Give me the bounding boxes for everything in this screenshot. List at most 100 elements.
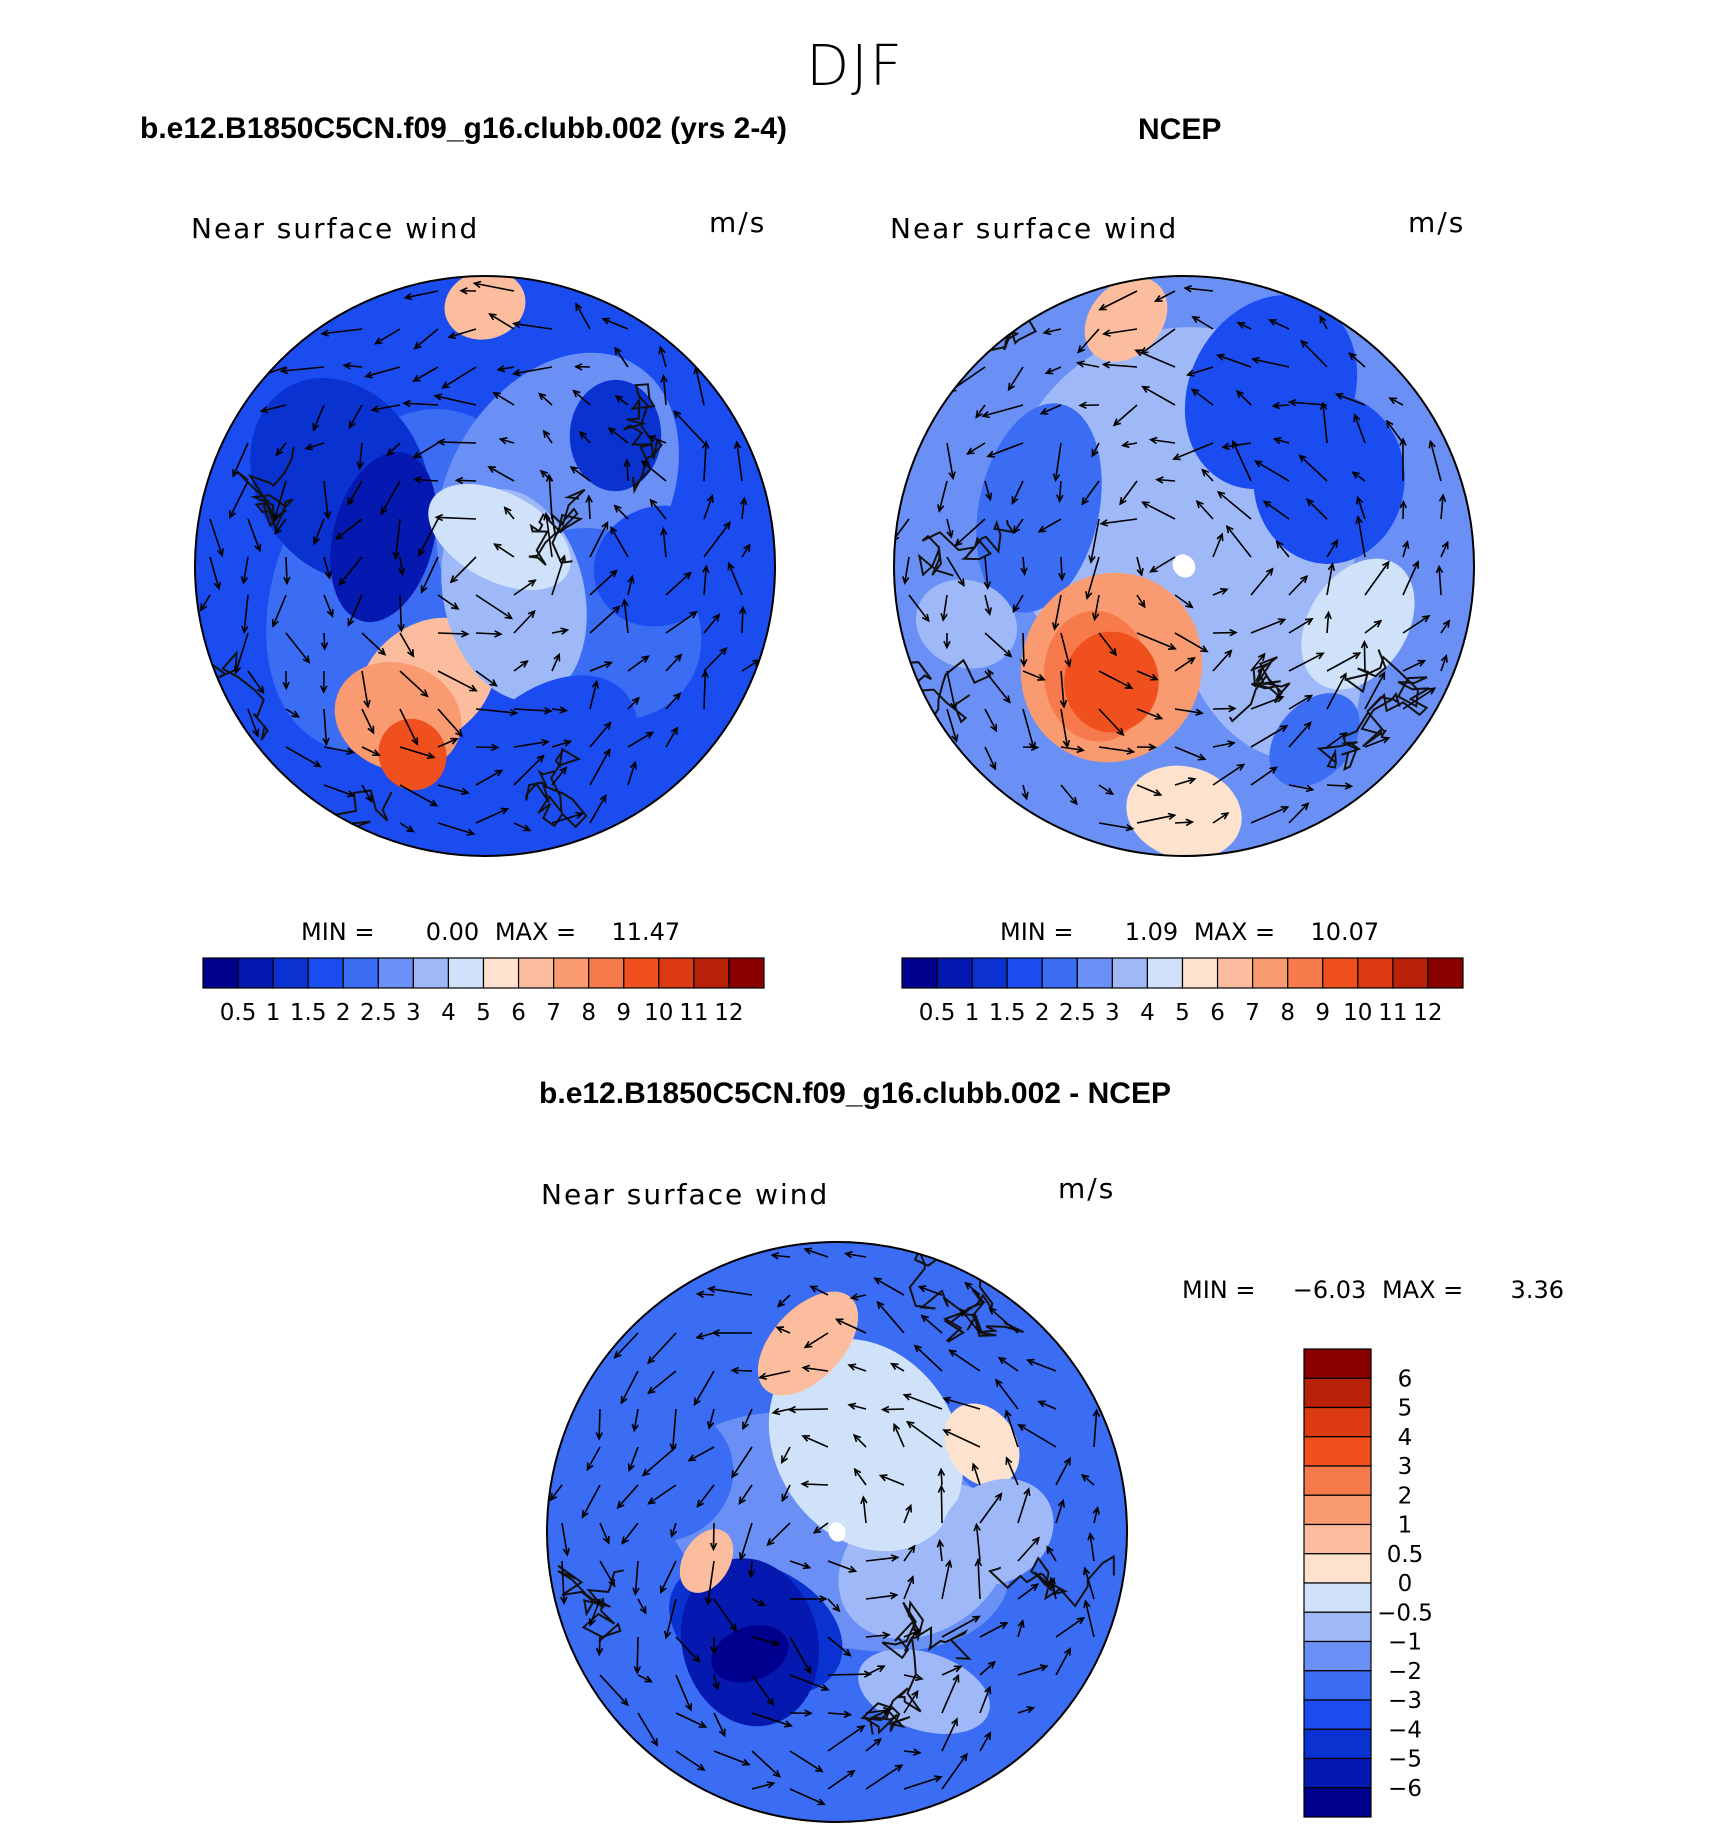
panel-2-minmax: MIN = 1.09 MAX = 10.07 (1000, 918, 1379, 946)
wind-vector (1212, 588, 1228, 596)
map-2-wind-vectors (894, 284, 1451, 832)
panel-3-minmax: MIN = −6.03 MAX = 3.36 (1182, 1276, 1564, 1304)
wind-vector-head (876, 1300, 885, 1310)
wind-vector (573, 390, 591, 406)
wind-vector-head (693, 1397, 701, 1407)
wind-vector-head (1011, 496, 1019, 505)
wind-vector (589, 1598, 601, 1626)
map-1-coastline (525, 747, 588, 829)
wind-vector-head (601, 317, 611, 325)
wind-vector-head (402, 399, 411, 408)
wind-vector (232, 442, 249, 477)
wind-vector-head (498, 437, 508, 445)
wind-vector (984, 556, 989, 589)
wind-vector (347, 480, 363, 505)
panel-3-max-value: 3.36 (1510, 1276, 1564, 1304)
wind-vector (1288, 618, 1313, 634)
wind-vector-head (873, 1277, 882, 1285)
wind-vector (338, 556, 363, 586)
wind-vector (399, 632, 414, 657)
wind-vector (581, 1484, 601, 1518)
wind-vector (1136, 632, 1176, 650)
wind-vector-head (1092, 1505, 1100, 1515)
wind-vector-head (365, 794, 373, 803)
wind-vector (399, 708, 418, 745)
wind-vector (946, 442, 954, 479)
wind-vector-head (1421, 614, 1431, 623)
wind-vector (614, 505, 629, 520)
wind-vector-head (1360, 639, 1369, 649)
wind-vector (1306, 498, 1328, 520)
wind-vector (275, 442, 287, 456)
wind-vector-head (873, 1738, 883, 1746)
wind-vector (1349, 352, 1366, 368)
wind-vector-head (436, 438, 446, 446)
wind-vector-head (407, 649, 415, 658)
colorbar-swatch (1303, 1494, 1372, 1526)
wind-vector (865, 1738, 882, 1752)
wind-vector-head (1183, 284, 1192, 293)
wind-vector-head (1201, 468, 1210, 477)
wind-vector (736, 442, 743, 482)
wind-vector (1084, 1568, 1095, 1600)
wind-vector (1263, 500, 1290, 520)
wind-vector (589, 681, 598, 710)
wind-vector-head (1044, 367, 1054, 375)
wind-vector-head (894, 1764, 904, 1772)
wind-vector-head (1402, 540, 1410, 549)
wind-vector-head (719, 646, 728, 656)
wind-vector (450, 556, 477, 583)
wind-vector (1098, 746, 1134, 753)
wind-vector-head (1148, 436, 1158, 445)
wind-vector (903, 1545, 916, 1562)
wind-vector-head (199, 603, 208, 612)
wind-vector-head (660, 526, 668, 536)
wind-vector (513, 579, 536, 596)
wind-vector-head (1153, 789, 1163, 797)
wind-vector (598, 1636, 601, 1655)
wind-vector-head (698, 1721, 708, 1728)
wind-vector (322, 328, 363, 335)
wind-vector-head (1082, 1566, 1091, 1576)
wind-vector (448, 328, 477, 338)
wind-vector-head (893, 1422, 901, 1432)
wind-vector-head (563, 739, 573, 747)
wind-vector (570, 466, 591, 482)
wind-vector-head (1427, 687, 1437, 695)
wind-vector (437, 708, 463, 737)
wind-vector-head (1287, 398, 1297, 407)
wind-vector-head (1228, 704, 1237, 713)
wind-vector (751, 1712, 792, 1727)
wind-vector-head (738, 1552, 747, 1561)
colorbar-tick-label: −6 (1388, 1776, 1422, 1802)
wind-vector-head (948, 1349, 957, 1357)
wind-vector-head (1105, 787, 1115, 796)
wind-vector-head (1351, 471, 1360, 479)
wind-vector-head (560, 1596, 568, 1606)
wind-vector (1212, 533, 1223, 558)
wind-vector (813, 1522, 829, 1534)
wind-vector (675, 1750, 705, 1771)
wind-vector-head (701, 669, 709, 678)
wind-vector (865, 1665, 885, 1676)
wind-vector-head (1167, 812, 1177, 821)
wind-vector-head (397, 623, 405, 633)
wind-vector (399, 594, 403, 631)
wind-vector (741, 544, 751, 558)
wind-vector (513, 322, 553, 330)
wind-vector (1012, 594, 1024, 612)
colorbar-swatch (1303, 1611, 1372, 1643)
wind-vector-head (434, 513, 444, 522)
wind-vector-head (1399, 499, 1408, 509)
wind-vector (1054, 442, 1062, 481)
wind-vector (1018, 1424, 1057, 1448)
wind-vector-head (848, 1565, 858, 1573)
wind-vector-head (730, 1366, 740, 1375)
wind-vector (941, 1665, 962, 1676)
wind-vector-head (1353, 413, 1361, 422)
wind-vector (943, 1429, 981, 1448)
wind-vector-head (503, 506, 512, 515)
wind-vector (365, 366, 401, 378)
wind-vector (1022, 556, 1026, 575)
wind-vector-head (1026, 1706, 1036, 1714)
